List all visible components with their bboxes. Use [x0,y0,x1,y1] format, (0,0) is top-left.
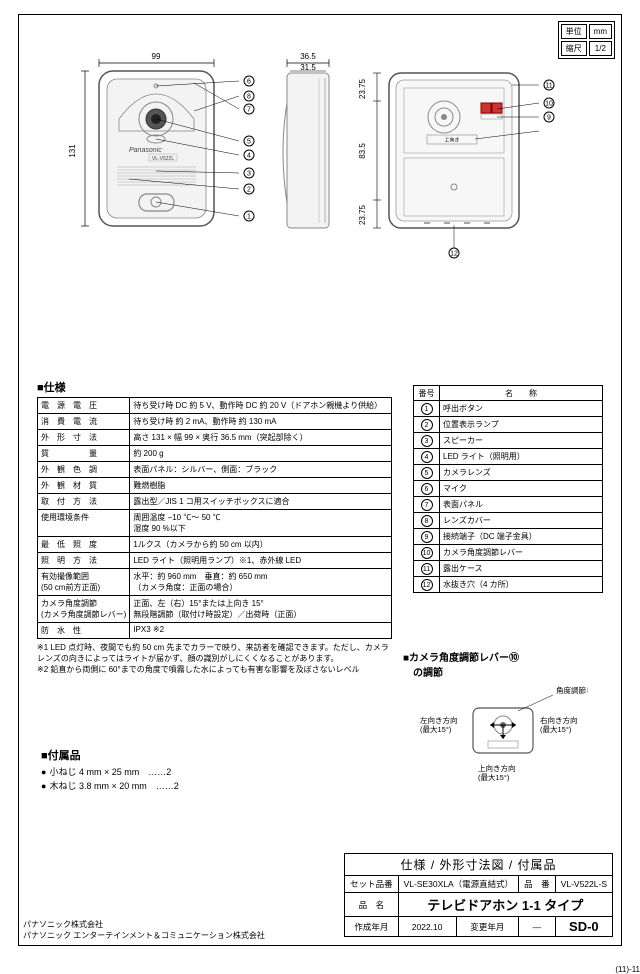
svg-text:角度調節レバー: 角度調節レバー [556,685,588,695]
spec-cell: 周囲温度 −10 ℃〜 50 ℃湿度 90 %以下 [130,510,392,537]
svg-text:31.5: 31.5 [300,63,316,72]
parts-table: 番号名 称1呼出ボタン2位置表示ランプ3スピーカー4LED ライト（照明用）5カ… [413,385,603,593]
accessories-block: ■付属品 小ねじ 4 mm × 25 mm ……2木ねじ 3.8 mm × 20… [41,743,291,793]
spec-cell: 消 費 電 流 [38,414,130,430]
spec-cell: 外 観 材 質 [38,478,130,494]
spec-block: ■仕様 電 源 電 圧待ち受け時 DC 約 5 V、動作時 DC 約 20 V（… [37,375,392,675]
spec-cell: 待ち受け時 約 2 mA、動作時 約 130 mA [130,414,392,430]
lever-block: ■カメラ角度調節レバー⑩ の調節 角度調節レバー 左向き方向(最大15°) 右向… [403,645,603,787]
lever-figure: 角度調節レバー 左向き方向(最大15°) 右向き方向(最大15°) 上向き方向(… [418,683,588,783]
spec-cell: 外 観 色 調 [38,462,130,478]
spec-cell: 水平：約 960 mm 垂直：約 650 mm（カメラ角度：正面の場合） [130,569,392,596]
svg-text:1: 1 [247,214,251,221]
svg-text:上向き方向(最大15°): 上向き方向(最大15°) [478,763,516,782]
svg-text:VL-V522L: VL-V522L [152,156,174,162]
spec-cell: 電 源 電 圧 [38,398,130,414]
lever-title: ■カメラ角度調節レバー⑩ の調節 [403,649,603,679]
svg-text:9: 9 [547,115,551,122]
svg-text:Panasonic: Panasonic [129,147,162,154]
svg-text:131: 131 [68,144,77,158]
svg-text:23.75: 23.75 [358,78,367,99]
spec-table: 電 源 電 圧待ち受け時 DC 約 5 V、動作時 DC 約 20 V（ドアホン… [37,397,392,639]
svg-text:左向き方向(最大15°): 左向き方向(最大15°) [420,715,458,734]
svg-text:11: 11 [545,83,552,90]
svg-text:12: 12 [450,251,458,258]
svg-text:5: 5 [247,139,251,146]
spec-title: ■仕様 [37,379,392,395]
svg-text:83.5: 83.5 [358,143,367,159]
spec-cell: 正面、左（右）15°または上向き 15°無段階調節（取付け時設定）／出荷時（正面… [130,596,392,623]
spec-cell: LED ライト（照明用ランプ）※1、赤外線 LED [130,553,392,569]
accessory-item: 木ねじ 3.8 mm × 20 mm ……2 [41,779,291,792]
svg-text:7: 7 [247,107,251,114]
title-block: 仕様 / 外形寸法図 / 付属品 セット品番 VL-SE30XLA（電源直結式）… [344,853,613,937]
spec-cell: 質 量 [38,446,130,462]
accessories-title: ■付属品 [41,747,291,763]
spec-cell: 最 低 照 度 [38,537,130,553]
svg-text:36.5: 36.5 [300,52,316,61]
svg-text:右向き方向(最大15°): 右向き方向(最大15°) [540,715,578,734]
svg-text:8: 8 [247,94,251,101]
spec-cell: 待ち受け時 DC 約 5 V、動作時 DC 約 20 V（ドアホン親機より供給） [130,398,392,414]
accessory-item: 小ねじ 4 mm × 25 mm ……2 [41,765,291,778]
spec-notes: ※1 LED 点灯時、夜間でも約 50 cm 先までカラーで映り、来訪者を確認で… [37,643,392,675]
outline-drawing: 99 131 Panasonic [29,51,609,361]
spec-cell: IPX3 ※2 [130,623,392,639]
accessories-list: 小ねじ 4 mm × 25 mm ……2木ねじ 3.8 mm × 20 mm …… [41,765,291,792]
svg-text:99: 99 [152,52,161,61]
spec-cell: 防 水 性 [38,623,130,639]
spec-cell: 有効撮像範囲(50 cm前方正面) [38,569,130,596]
company-names: パナソニック株式会社パナソニック エンターテインメント＆コミュニケーション株式会… [23,920,265,941]
spec-cell: 照 明 方 法 [38,553,130,569]
spec-cell: 外 形 寸 法 [38,430,130,446]
svg-text:10: 10 [545,101,553,108]
spec-cell: 露出型／JIS 1 コ用スイッチボックスに適合 [130,494,392,510]
svg-text:6: 6 [247,79,251,86]
parts-block: 番号名 称1呼出ボタン2位置表示ランプ3スピーカー4LED ライト（照明用）5カ… [413,385,603,593]
svg-text:4: 4 [247,153,251,160]
spec-cell: 約 200 g [130,446,392,462]
spec-cell: 高さ 131 × 幅 99 × 奥行 36.5 mm（突起部除く） [130,430,392,446]
spec-cell: 1ルクス（カメラから約 50 cm 以内） [130,537,392,553]
svg-text:上向き: 上向き [444,137,459,144]
spec-cell: 取 付 方 法 [38,494,130,510]
drawing-frame: 単位mm 縮尺1/2 99 131 [18,14,622,946]
svg-text:3: 3 [247,171,251,178]
spec-cell: 使用環境条件 [38,510,130,537]
svg-text:2: 2 [247,187,251,194]
diagram-area: 99 131 Panasonic [29,51,611,361]
spec-cell: カメラ角度調節(カメラ角度調節レバー) [38,596,130,623]
svg-text:23.75: 23.75 [358,204,367,225]
spec-cell: 表面パネル：シルバー、側面：ブラック [130,462,392,478]
spec-cell: 難燃樹脂 [130,478,392,494]
page-number: (11)-11 [615,965,640,974]
